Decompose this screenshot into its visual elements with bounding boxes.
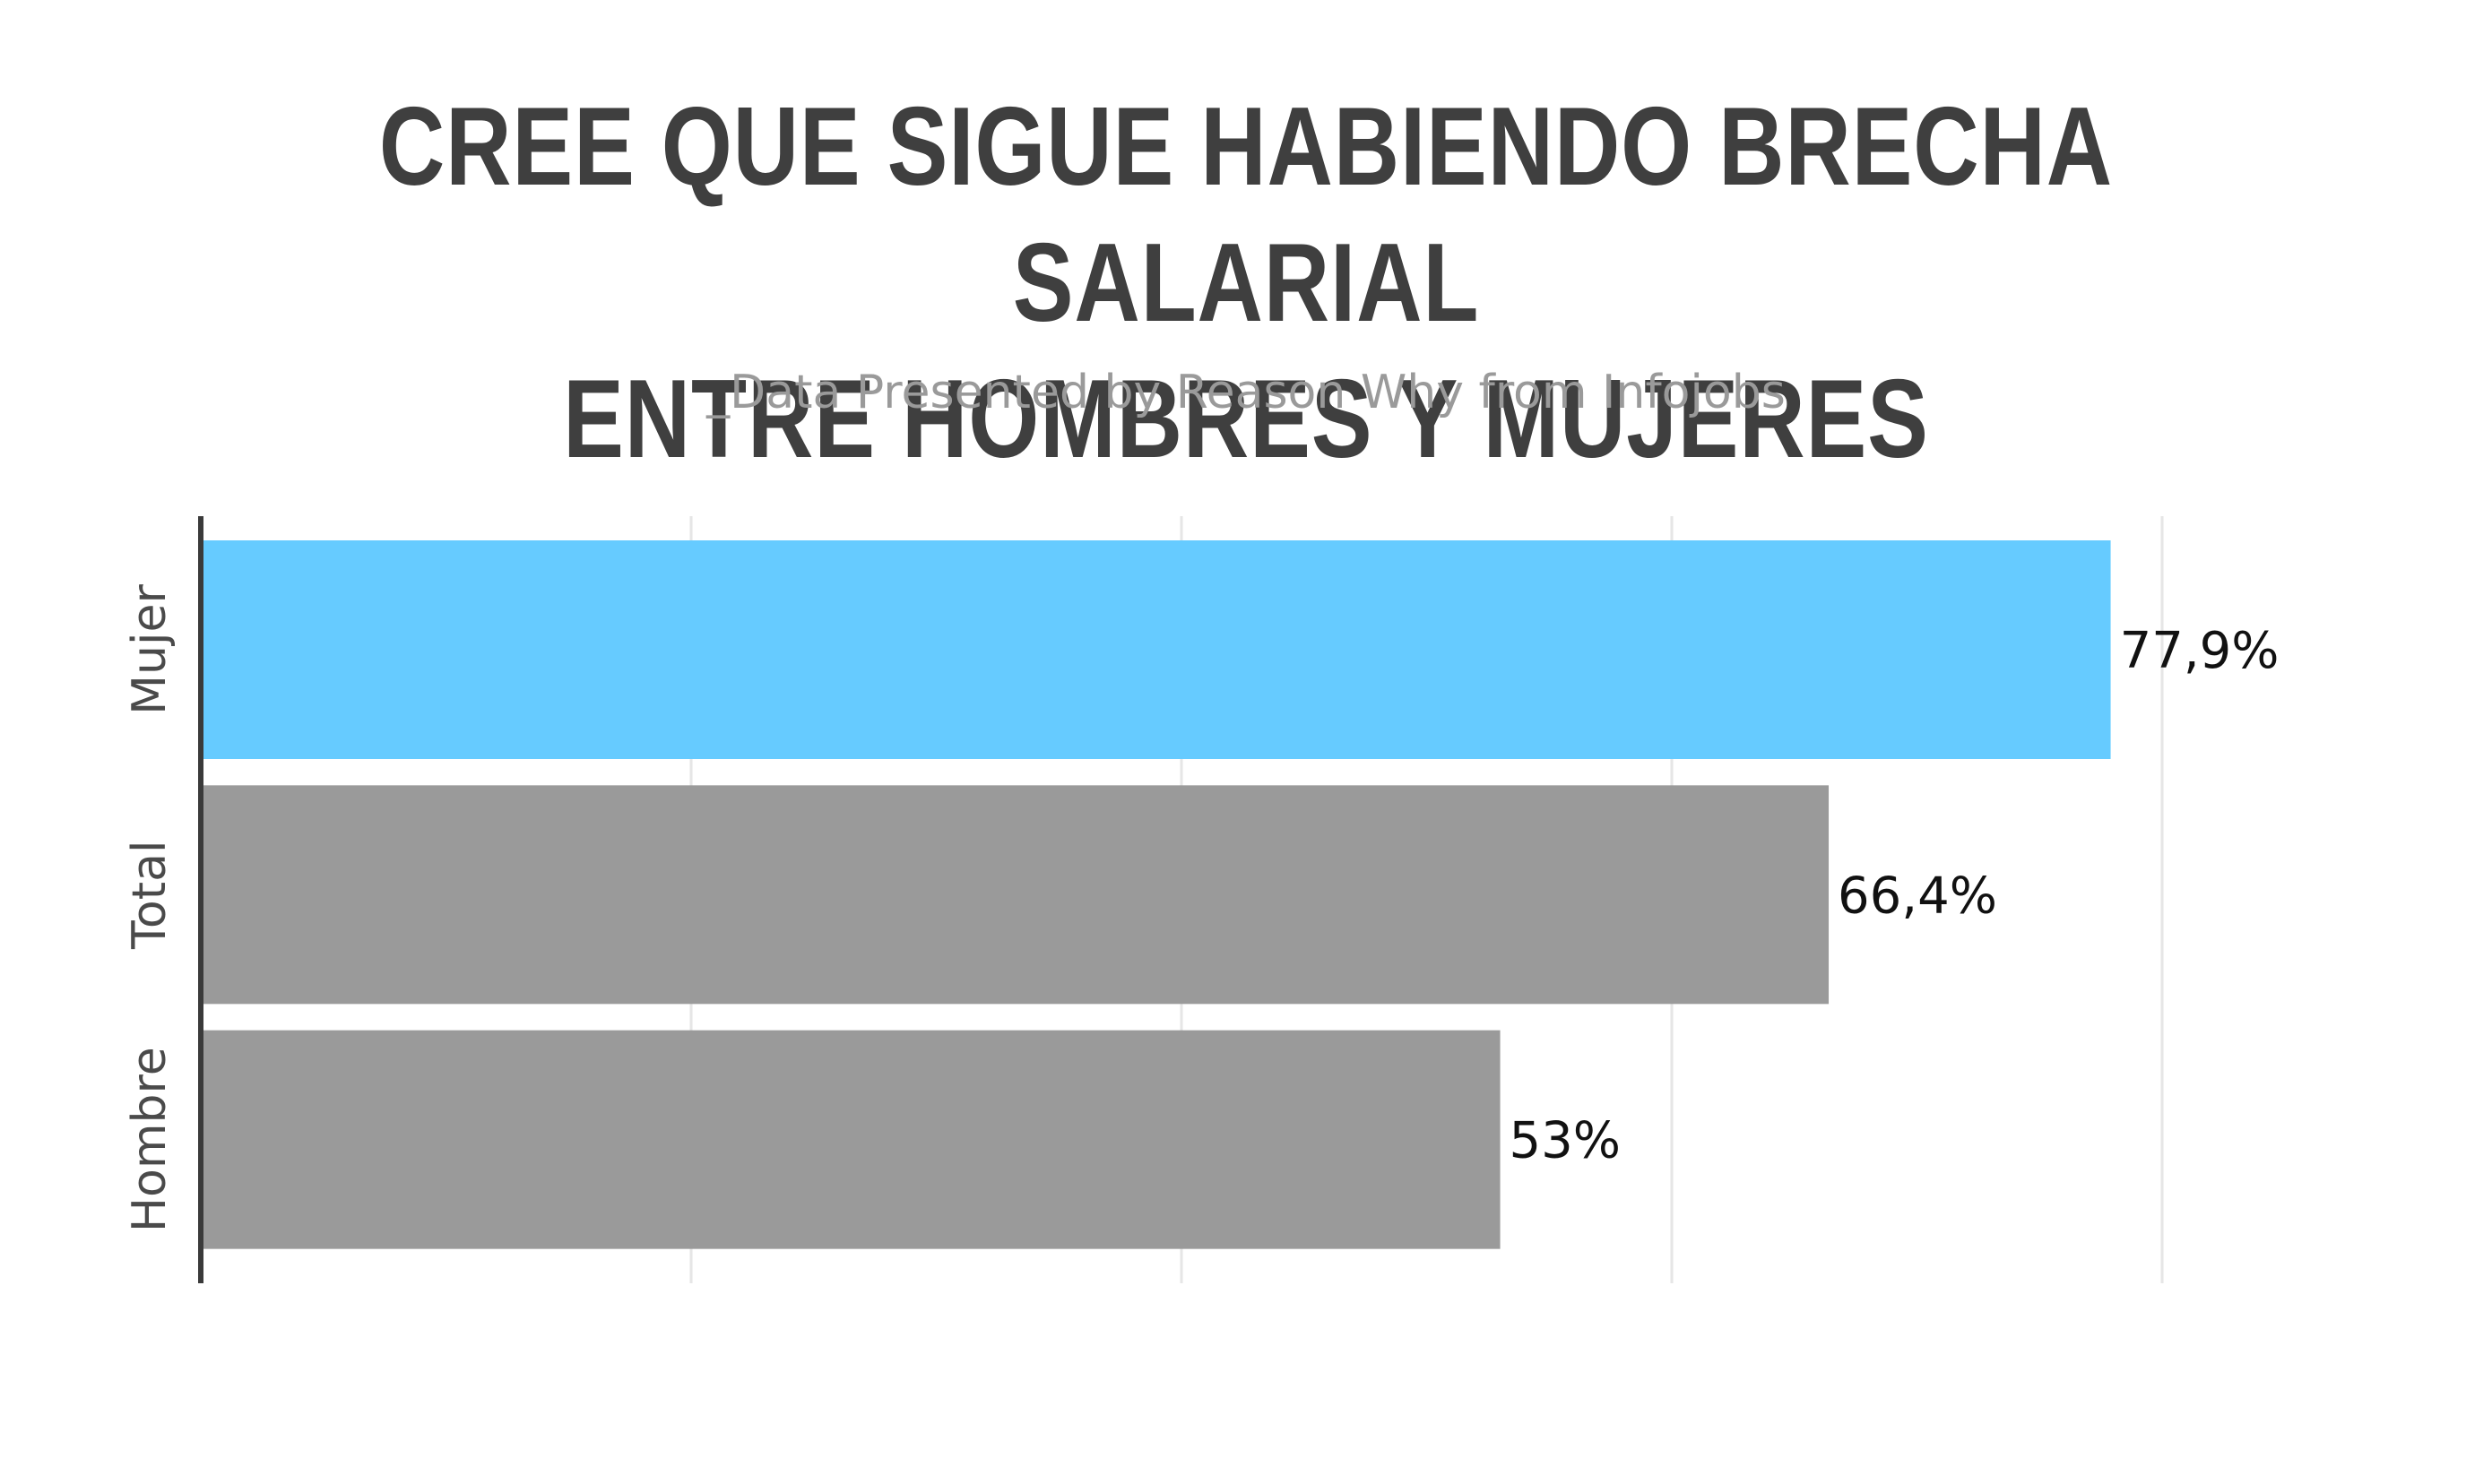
chart-title-line-2: ENTRE HOMBRES Y MUJERES: [563, 358, 1929, 481]
category-label-total: Total: [123, 841, 177, 950]
bar-mujer: [203, 540, 2111, 759]
category-label-mujer: Mujer: [123, 584, 177, 715]
chart-title: CREE QUE SIGUE HABIENDO BRECHA SALARIAL …: [224, 79, 2268, 487]
value-label-mujer: 77,9%: [2120, 622, 2280, 680]
value-label-total: 66,4%: [1838, 867, 1997, 925]
value-labels: 77,9% 66,4% 53%: [1510, 622, 2280, 1170]
category-label-hombre: Hombre: [123, 1047, 177, 1232]
bar-hombre: [203, 1030, 1501, 1249]
bar-total: [203, 785, 1830, 1005]
chart-subtitle: _Data Presented by Reason Why from Infoj…: [706, 366, 1786, 419]
bars-group: [203, 540, 2111, 1249]
category-labels: Mujer Total Hombre: [123, 584, 177, 1233]
chart-title-line-1: CREE QUE SIGUE HABIENDO BRECHA SALARIAL: [378, 85, 2114, 345]
value-label-hombre: 53%: [1510, 1112, 1621, 1170]
